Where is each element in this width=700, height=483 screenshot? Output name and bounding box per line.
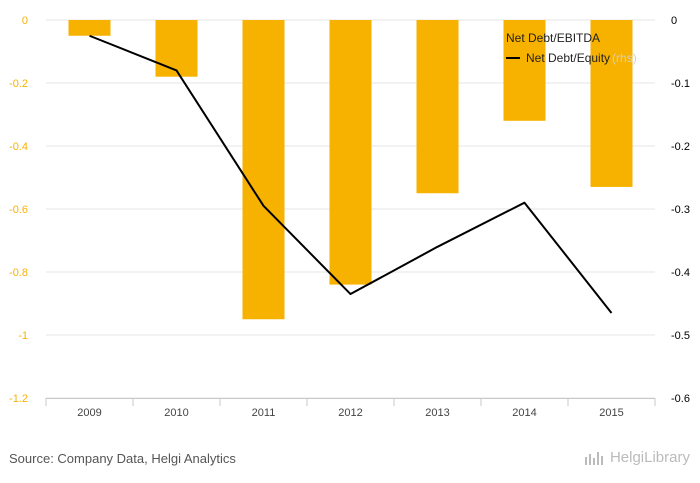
right-tick-label: -0.6 xyxy=(671,393,690,405)
left-tick-label: -1.2 xyxy=(9,393,28,405)
legend-item-line[interactable]: Net Debt/Equity (rhs) xyxy=(506,48,637,68)
left-tick-label: -1 xyxy=(18,330,28,342)
right-tick-label: -0.2 xyxy=(671,141,690,153)
logo-text: HelgiLibrary xyxy=(609,449,690,466)
x-tick-label: 2013 xyxy=(425,407,449,419)
bar-series xyxy=(68,20,633,320)
legend-label-line: Net Debt/Equity xyxy=(526,51,611,65)
x-tick-label: 2009 xyxy=(77,407,101,419)
x-tick-label: 2014 xyxy=(512,407,536,419)
right-tick-label: 0 xyxy=(671,15,677,27)
helgi-library-logo[interactable]: HelgiLibrary xyxy=(584,449,690,466)
x-axis-ticks: 2009 2010 2011 2012 2013 2014 2015 xyxy=(77,407,623,419)
left-tick-label: -0.6 xyxy=(9,204,28,216)
bar xyxy=(416,20,459,194)
chart: 0 -0.2 -0.4 -0.6 -0.8 -1 -1.2 0 -0.1 -0.2 -0.3 -0.… xyxy=(9,15,690,419)
right-tick-label: -0.5 xyxy=(671,330,690,342)
x-tick-label: 2012 xyxy=(338,407,362,419)
bar xyxy=(329,20,372,285)
legend-item-bar[interactable]: Net Debt/EBITDA xyxy=(506,28,637,48)
right-axis-ticks: 0 -0.1 -0.2 -0.3 -0.4 -0.5 -0.6 xyxy=(671,15,690,405)
bar xyxy=(242,20,285,320)
left-tick-label: -0.2 xyxy=(9,78,28,90)
source-note: Source: Company Data, Helgi Analytics xyxy=(9,451,236,466)
bar xyxy=(68,20,111,36)
right-tick-label: -0.4 xyxy=(671,267,690,279)
bar xyxy=(590,20,633,187)
left-tick-label: 0 xyxy=(22,15,28,27)
legend-swatch-line xyxy=(506,57,520,59)
left-axis-ticks: 0 -0.2 -0.4 -0.6 -0.8 -1 -1.2 xyxy=(9,15,28,405)
x-tick-label: 2010 xyxy=(164,407,188,419)
legend: Net Debt/EBITDA Net Debt/Equity (rhs) xyxy=(506,28,637,68)
bar xyxy=(155,20,198,77)
x-tick-label: 2015 xyxy=(599,407,623,419)
right-tick-label: -0.1 xyxy=(671,78,690,90)
left-tick-label: -0.8 xyxy=(9,267,28,279)
bar-chart-icon xyxy=(584,451,603,465)
x-tick-label: 2011 xyxy=(252,407,276,419)
line-series xyxy=(89,34,613,314)
left-tick-label: -0.4 xyxy=(9,141,28,153)
legend-label-bar: Net Debt/EBITDA xyxy=(506,31,601,45)
right-tick-label: -0.3 xyxy=(671,204,690,216)
bar xyxy=(503,20,546,121)
legend-rhs-tag: (rhs) xyxy=(612,51,637,65)
